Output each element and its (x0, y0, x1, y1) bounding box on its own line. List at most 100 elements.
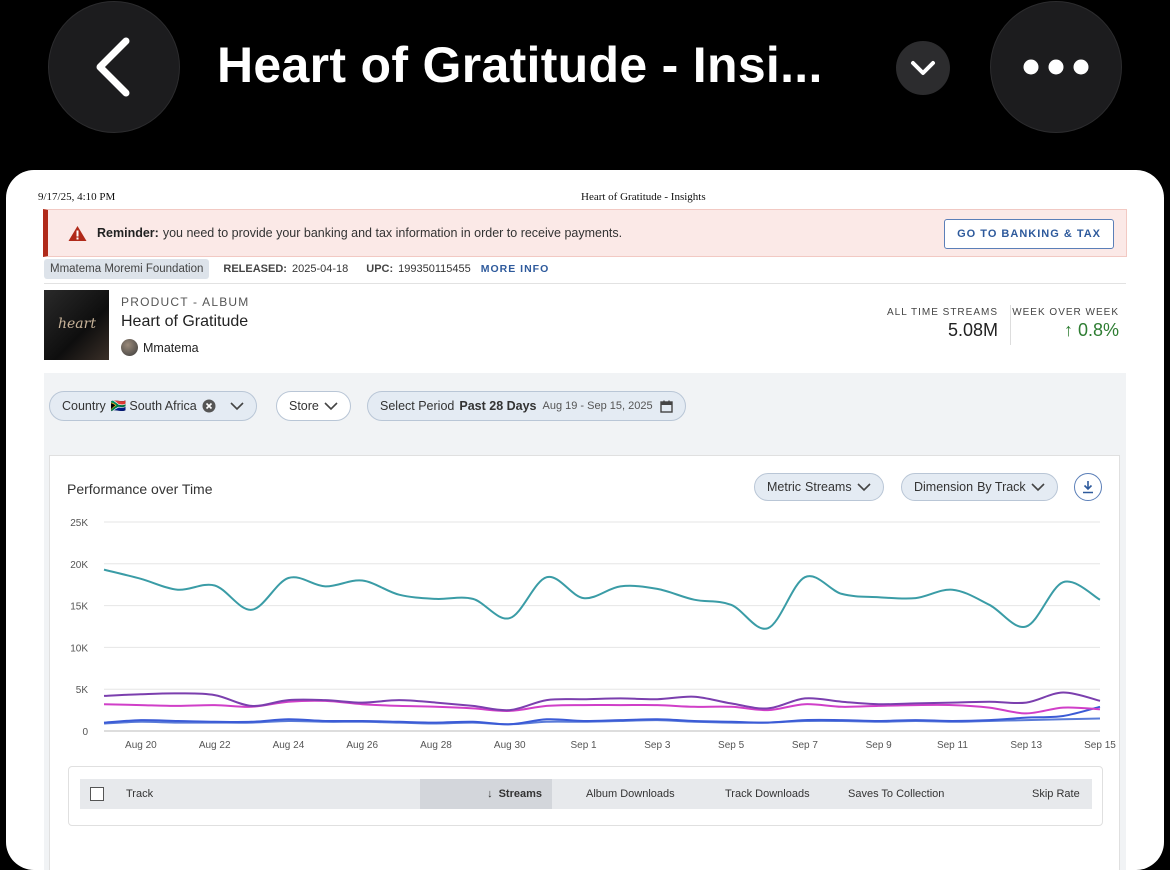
y-tick-label: 25K (70, 518, 88, 529)
series-line-track-2 (103, 691, 1101, 712)
period-filter-label: Select Period (380, 399, 455, 413)
banking-tax-button[interactable]: GO TO BANKING & TAX (944, 219, 1114, 249)
country-value: South Africa (129, 399, 197, 413)
col-header-album-downloads[interactable]: Album Downloads (586, 788, 675, 800)
more-options-button[interactable] (990, 1, 1122, 133)
chevron-down-icon (1031, 482, 1045, 491)
x-tick-label: Sep 5 (718, 740, 745, 751)
product-kind: PRODUCT - ALBUM (121, 295, 250, 309)
select-all-checkbox[interactable] (90, 787, 104, 801)
all-time-streams-value: 5.08M (947, 320, 998, 340)
page-title: Heart of Gratitude - Insi... (217, 37, 823, 93)
reminder-label: Reminder: (97, 226, 159, 240)
metric-dropdown[interactable]: Metric Streams (754, 473, 884, 501)
chevron-down-icon (230, 401, 244, 410)
col-header-track-downloads[interactable]: Track Downloads (725, 788, 810, 800)
download-button[interactable] (1074, 473, 1102, 501)
x-tick-label: Aug 28 (420, 740, 452, 751)
chevron-down-icon (324, 401, 338, 410)
performance-card: Performance over Time Metric Streams Dim… (49, 455, 1120, 870)
table-header: Track ↓ Streams Album Downloads Track Do… (80, 779, 1092, 809)
dimension-label: Dimension (914, 480, 974, 494)
x-tick-label: Sep 13 (1010, 740, 1042, 751)
release-meta: Mmatema Moremi Foundation RELEASED: 2025… (44, 258, 549, 280)
x-tick-label: Sep 9 (866, 740, 893, 751)
warning-icon (68, 225, 87, 241)
all-time-streams-label: ALL TIME STREAMS (886, 307, 998, 318)
y-tick-label: 0 (82, 727, 88, 738)
title-menu-button[interactable] (896, 41, 950, 95)
y-tick-label: 15K (70, 602, 88, 613)
x-tick-label: Aug 26 (346, 740, 378, 751)
dimension-value: By Track (977, 480, 1026, 494)
download-icon (1083, 481, 1093, 494)
x-tick-label: Sep 15 (1084, 740, 1116, 751)
reminder-banner: Reminder: you need to provide your banki… (43, 209, 1127, 257)
stat-divider (1010, 305, 1011, 345)
dimension-dropdown[interactable]: Dimension By Track (901, 473, 1058, 501)
sort-desc-icon: ↓ (487, 788, 493, 800)
print-title: Heart of Gratitude - Insights (581, 191, 706, 203)
x-tick-label: Aug 30 (494, 740, 526, 751)
tracks-table: Track ↓ Streams Album Downloads Track Do… (68, 766, 1103, 826)
streams-line-chart: 0 5K 10K 15K 20K 25K Aug 20 Aug 22 Aug 24 Aug 26 A… (70, 518, 1116, 751)
x-tick-label: Sep 11 (937, 740, 968, 751)
calendar-icon (659, 400, 673, 413)
x-tick-label: Sep 3 (644, 740, 671, 751)
col-header-saves[interactable]: Saves To Collection (848, 788, 945, 800)
clear-icon[interactable] (202, 399, 216, 413)
upc-label: UPC: (366, 263, 394, 275)
series-line-track-1 (103, 568, 1101, 630)
period-value: Past 28 Days (459, 399, 537, 413)
week-over-week-label: WEEK OVER WEEK (1012, 307, 1119, 318)
album-cover-text: heart (58, 316, 96, 332)
artist[interactable]: Mmatema (121, 339, 199, 356)
x-tick-label: Sep 7 (792, 740, 819, 751)
print-datetime: 9/17/25, 4:10 PM (38, 191, 116, 203)
org-chip[interactable]: Mmatema Moremi Foundation (44, 259, 210, 279)
ellipsis-icon (1023, 59, 1089, 75)
product-name: Heart of Gratitude (121, 313, 249, 330)
x-tick-label: Aug 24 (273, 740, 305, 751)
col-header-streams-label: Streams (498, 788, 542, 800)
upc-value: 199350115455 (398, 263, 471, 275)
col-header-streams[interactable]: ↓ Streams (420, 779, 552, 809)
col-header-track[interactable]: Track (126, 788, 154, 800)
col-header-skip-rate[interactable]: Skip Rate (1032, 788, 1080, 800)
chevron-down-icon (857, 482, 871, 491)
period-range: Aug 19 - Sep 15, 2025 (542, 400, 653, 412)
store-filter[interactable]: Store (276, 391, 351, 421)
released-value: 2025-04-18 (291, 263, 349, 275)
more-info-link[interactable]: MORE INFO (480, 263, 550, 275)
flag-icon: 🇿🇦 (110, 398, 127, 413)
back-button[interactable] (48, 1, 180, 133)
artist-name: Mmatema (143, 340, 199, 355)
series-line-track-4 (103, 705, 1101, 726)
x-tick-label: Aug 20 (125, 740, 157, 751)
album-cover: heart (44, 290, 109, 360)
x-tick-label: Sep 1 (570, 740, 597, 751)
week-over-week-stat: WEEK OVER WEEK ↑ 0.8% (1012, 307, 1119, 341)
store-filter-label: Store (289, 399, 319, 413)
card-title: Performance over Time (67, 481, 213, 497)
country-filter-label: Country (62, 399, 106, 413)
metric-label: Metric (767, 480, 802, 494)
artist-avatar (121, 339, 138, 356)
x-tick-label: Aug 22 (199, 740, 231, 751)
country-filter[interactable]: Country 🇿🇦 South Africa (49, 391, 257, 421)
week-over-week-value: ↑ 0.8% (1063, 320, 1119, 340)
y-tick-label: 10K (70, 643, 88, 654)
all-time-streams-stat: ALL TIME STREAMS 5.08M (887, 307, 998, 341)
released-label: RELEASED: (223, 263, 287, 275)
chevron-down-icon (911, 61, 935, 75)
metric-value: Streams (805, 480, 852, 494)
app-navbar: Heart of Gratitude - Insi... (0, 0, 1170, 170)
period-filter[interactable]: Select Period Past 28 Days Aug 19 - Sep … (367, 391, 686, 421)
divider (44, 283, 1126, 284)
chevron-left-icon (96, 37, 130, 97)
y-tick-label: 5K (76, 685, 89, 696)
document-sheet: 9/17/25, 4:10 PM Heart of Gratitude - In… (6, 170, 1164, 870)
y-tick-label: 20K (70, 560, 88, 571)
reminder-text: you need to provide your banking and tax… (162, 226, 623, 240)
insights-panel: Country 🇿🇦 South Africa Store Select Per… (44, 373, 1126, 870)
